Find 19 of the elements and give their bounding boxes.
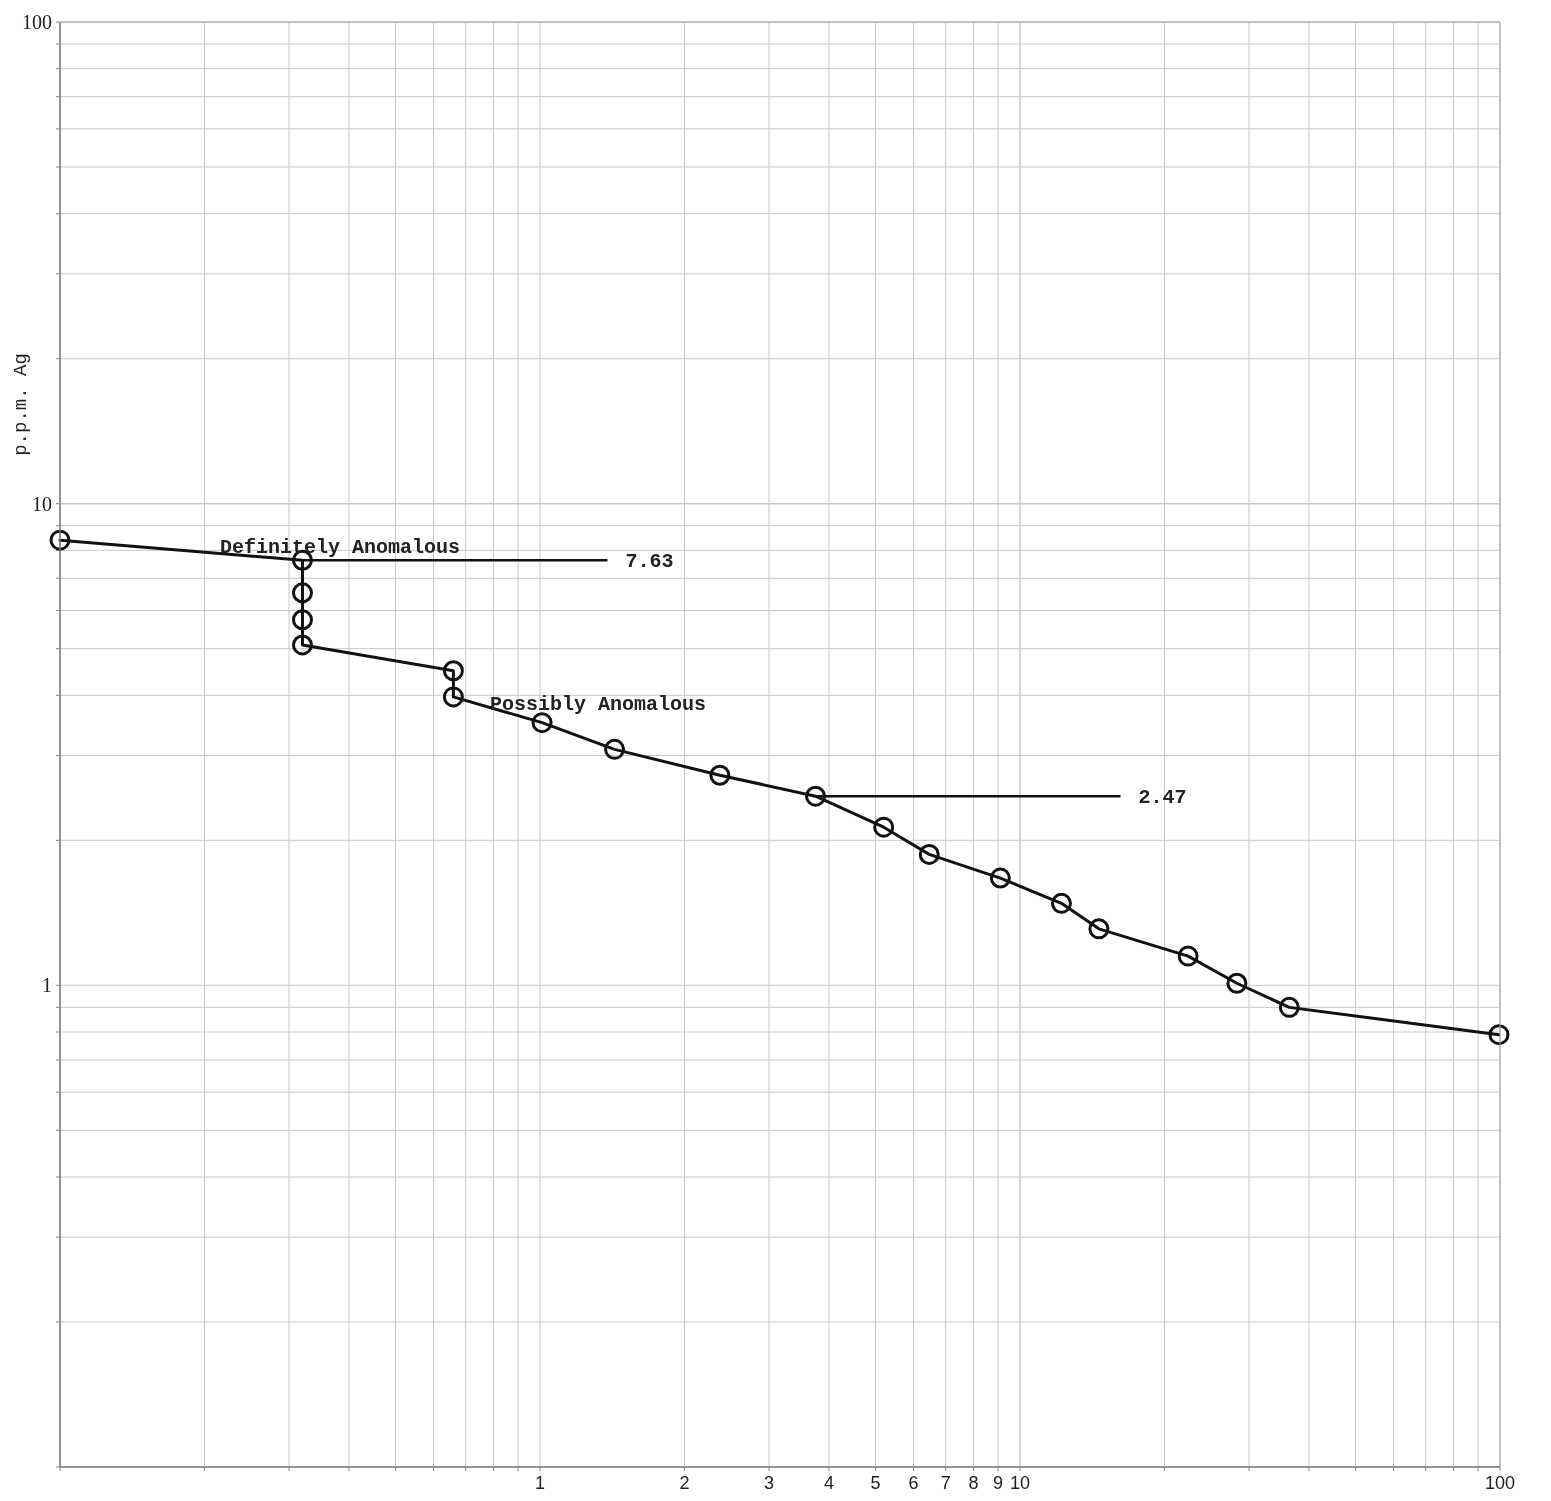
y-tick-label: 1 xyxy=(42,974,52,997)
x-tick-label: 3 xyxy=(764,1473,775,1493)
x-tick-label: 6 xyxy=(908,1473,919,1493)
annotation: Definitely Anomalous xyxy=(220,536,461,559)
ref-line-label: 7.63 xyxy=(625,550,674,574)
y-tick-label: 10 xyxy=(32,492,52,515)
y-tick-label: 100 xyxy=(22,11,52,33)
x-tick-label: 4 xyxy=(823,1473,834,1493)
x-tick-label: 7 xyxy=(940,1473,951,1493)
x-tick-label: 8 xyxy=(968,1473,979,1493)
x-tick-label: 1 xyxy=(534,1473,546,1493)
x-tick-label: 2 xyxy=(679,1473,690,1493)
x-tick-label: 10 xyxy=(1009,1473,1031,1493)
ref-line-label: 2.47 xyxy=(1138,786,1187,810)
x-tick-label: 9 xyxy=(993,1473,1004,1493)
x-tick-label: 100 xyxy=(1484,1473,1516,1493)
x-tick-label: 5 xyxy=(870,1473,881,1493)
annotation: Possibly Anomalous xyxy=(490,693,707,716)
y-axis-title: p.p.m. Ag xyxy=(10,353,32,456)
